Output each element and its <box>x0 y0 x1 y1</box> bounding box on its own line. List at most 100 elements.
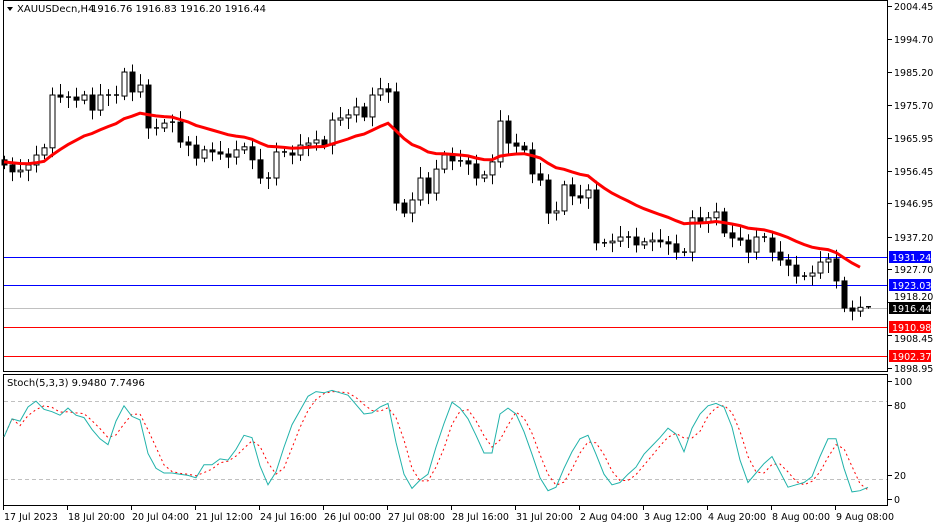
candle <box>465 155 472 175</box>
candle <box>633 227 640 253</box>
candle-body <box>825 258 832 263</box>
candle <box>857 296 864 317</box>
candle <box>521 141 528 155</box>
candle-body <box>529 149 536 175</box>
candle <box>193 135 200 166</box>
candle <box>273 142 280 186</box>
candle <box>225 148 232 169</box>
time-tick-label: 2 Aug 04:00 <box>580 512 638 523</box>
ohlc-readout: 1916.76 1916.83 1916.20 1916.44 <box>91 4 266 15</box>
candle-body <box>177 121 184 143</box>
time-tick-label: 28 Jul 16:00 <box>452 512 509 523</box>
candle-body <box>545 179 552 214</box>
price-tick-label: 1985.20 <box>894 68 933 79</box>
candle <box>337 107 344 126</box>
price-tick-label: 1956.45 <box>894 167 933 178</box>
candle <box>473 154 480 186</box>
stoch-tick-label: 0 <box>894 495 900 506</box>
candle-body <box>129 71 136 93</box>
candle <box>841 276 848 313</box>
time-tick-label: 31 Jul 20:00 <box>516 512 573 523</box>
candle <box>481 170 488 183</box>
candle-body <box>145 84 152 129</box>
time-tick-label: 20 Jul 04:00 <box>132 512 189 523</box>
candle-body <box>433 168 440 194</box>
candle <box>609 233 616 253</box>
triangle-down-icon[interactable] <box>7 7 13 11</box>
candle <box>145 79 152 139</box>
candle <box>433 159 440 201</box>
candle <box>802 271 807 281</box>
price-label: 1923.03 <box>892 281 931 292</box>
candle-body <box>401 202 408 214</box>
candle <box>129 64 136 102</box>
candle-body <box>241 146 248 151</box>
candle <box>217 140 224 160</box>
candle <box>425 172 432 205</box>
candle-body <box>81 94 88 101</box>
candle-body <box>329 119 336 146</box>
price-tick-label: 2004.45 <box>894 2 933 13</box>
candle-body <box>697 217 704 223</box>
stoch-axis: 100 80 20 0 <box>888 377 912 506</box>
time-tick-label: 9 Aug 08:00 <box>836 512 894 523</box>
price-label-box <box>889 279 931 291</box>
candle-body <box>201 149 208 159</box>
candle <box>626 231 631 248</box>
candle <box>825 253 832 274</box>
candle <box>545 174 552 224</box>
stoch-main-line <box>3 389 869 493</box>
candle <box>866 306 871 309</box>
candle <box>458 149 463 167</box>
candle <box>401 198 408 218</box>
price-tick-label: 1927.70 <box>894 265 933 276</box>
price-tick-label: 1898.95 <box>894 364 933 375</box>
candle-body <box>673 243 680 253</box>
candle-body <box>49 94 56 149</box>
stoch-panel-frame <box>3 374 888 506</box>
candle-body <box>313 139 320 144</box>
candle <box>282 147 287 158</box>
candle-body <box>569 184 576 197</box>
candle <box>762 232 767 243</box>
candle <box>33 145 40 173</box>
candle-body <box>713 211 720 219</box>
stoch-header: Stoch(5,3,3) 9.9480 7.7496 <box>7 378 145 389</box>
candle-body <box>289 152 296 156</box>
candle-body <box>585 189 592 199</box>
candle-body <box>209 149 216 153</box>
candle <box>49 87 56 158</box>
candle-body <box>305 142 312 146</box>
candle <box>89 87 96 120</box>
candle <box>561 180 568 216</box>
price-tick-label: 1908.45 <box>894 334 933 345</box>
candle-body <box>345 114 352 119</box>
candle <box>513 133 520 154</box>
candle-body <box>185 141 192 146</box>
candle-body <box>473 163 480 179</box>
candle <box>553 201 560 221</box>
candle-body <box>121 71 128 97</box>
price-label: 1916.44 <box>892 304 931 315</box>
candle-body <box>257 159 264 179</box>
candle-body <box>769 237 776 253</box>
candle <box>106 89 111 106</box>
candle <box>673 234 680 260</box>
candle-body <box>521 145 528 151</box>
candle-body <box>593 189 600 244</box>
time-tick-label: 8 Aug 00:00 <box>772 512 830 523</box>
price-tick-label: 1946.95 <box>894 199 933 210</box>
candle <box>657 229 664 248</box>
candle-body <box>689 217 696 253</box>
candle <box>497 110 504 168</box>
candle-body <box>33 154 40 166</box>
candle <box>753 227 760 260</box>
candle <box>41 143 48 160</box>
stoch-tick-label: 80 <box>894 401 906 412</box>
candle <box>161 119 168 133</box>
candle <box>849 300 856 321</box>
horizontal-levels <box>4 257 887 357</box>
candle <box>577 184 584 204</box>
price-tick-label: 1975.70 <box>894 101 933 112</box>
